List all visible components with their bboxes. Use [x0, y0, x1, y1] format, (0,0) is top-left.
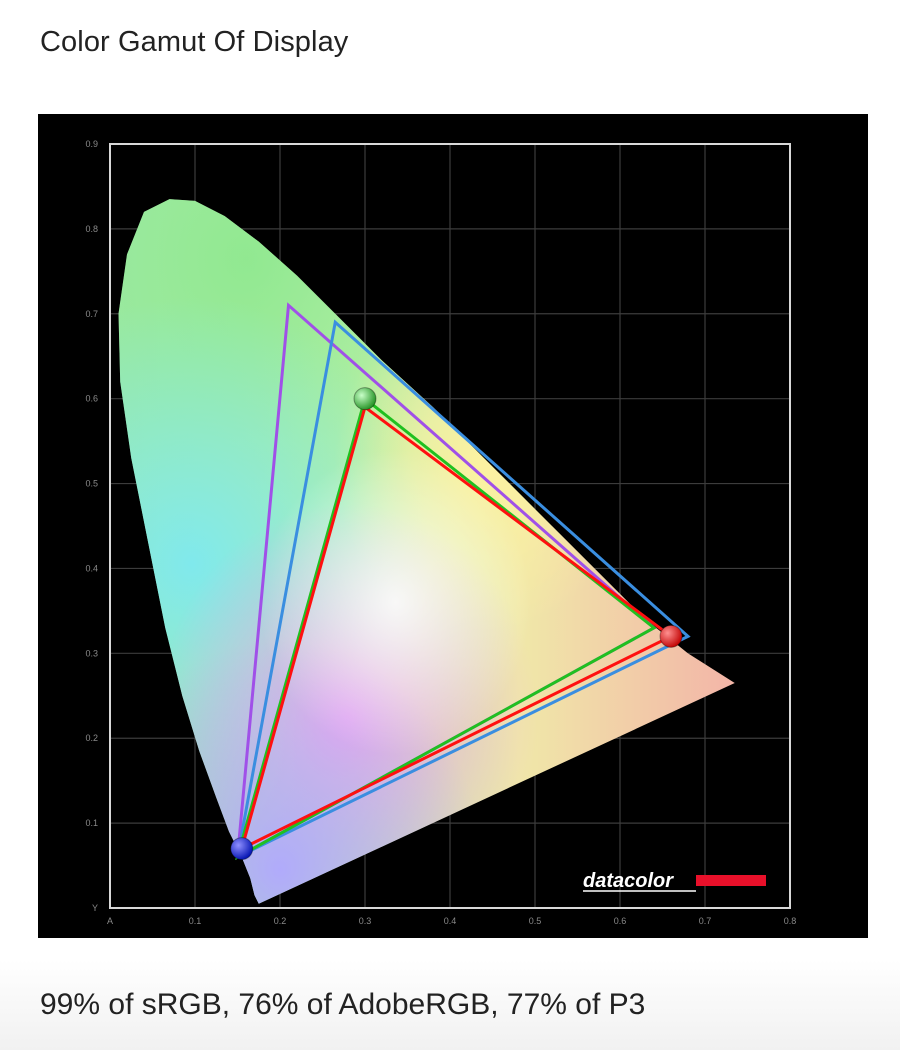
page-title: Color Gamut Of Display: [40, 26, 349, 58]
datacolor-logo-bar: [696, 875, 766, 886]
chart-panel: A 0.1 0.2 0.3 0.4 0.5 0.6 0.7 0.8 Y 0.1 0.2 0.3 0.4 0…: [38, 114, 868, 938]
y-tick-label: 0.4: [85, 563, 98, 573]
y-tick-label: 0.7: [85, 309, 98, 319]
x-tick-label: 0.4: [444, 916, 457, 926]
primary-marker-green: [353, 387, 377, 411]
x-axis-ticks: A 0.1 0.2 0.3 0.4 0.5 0.6 0.7 0.8: [107, 916, 796, 926]
primary-marker-red: [659, 624, 683, 648]
gamut-triangle-srgb: [235, 396, 657, 861]
display-primaries: [230, 387, 683, 861]
x-tick-label: 0.7: [699, 916, 712, 926]
chromaticity-chart: A 0.1 0.2 0.3 0.4 0.5 0.6 0.7 0.8 Y 0.1 0.2 0.3 0.4 0…: [85, 139, 796, 926]
gamut-coverage-caption: 99% of sRGB, 76% of AdobeRGB, 77% of P3: [40, 988, 646, 1021]
y-tick-label: 0.1: [85, 818, 98, 828]
x-tick-label: A: [107, 916, 113, 926]
y-tick-label: 0.6: [85, 394, 98, 404]
y-tick-label: 0.9: [85, 139, 98, 149]
plot-frame: [109, 143, 791, 909]
y-tick-label: 0.2: [85, 733, 98, 743]
x-tick-label: 0.3: [359, 916, 372, 926]
y-tick-label: 0.3: [85, 648, 98, 658]
x-tick-label: 0.6: [614, 916, 627, 926]
datacolor-logo: datacolor: [583, 870, 766, 892]
y-tick-label: 0.8: [85, 224, 98, 234]
y-tick-label: 0.5: [85, 479, 98, 489]
y-tick-label: Y: [92, 903, 98, 913]
x-tick-label: 0.5: [529, 916, 542, 926]
x-tick-label: 0.1: [189, 916, 202, 926]
datacolor-logo-text: datacolor: [583, 870, 674, 892]
x-tick-label: 0.8: [784, 916, 797, 926]
primary-marker-blue: [230, 837, 254, 861]
gamut-triangles: [235, 302, 691, 861]
gamut-triangle-p3: [235, 319, 691, 860]
x-tick-label: 0.2: [274, 916, 287, 926]
y-axis-ticks: Y 0.1 0.2 0.3 0.4 0.5 0.6 0.7 0.8 0.9: [85, 139, 98, 913]
gamut-triangle-display: [239, 404, 674, 852]
